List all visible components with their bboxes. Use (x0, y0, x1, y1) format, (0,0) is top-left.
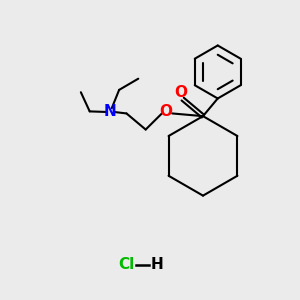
Text: Cl: Cl (118, 257, 135, 272)
Text: O: O (159, 104, 172, 119)
Text: O: O (175, 85, 188, 100)
Text: N: N (104, 104, 117, 119)
Text: H: H (151, 257, 164, 272)
